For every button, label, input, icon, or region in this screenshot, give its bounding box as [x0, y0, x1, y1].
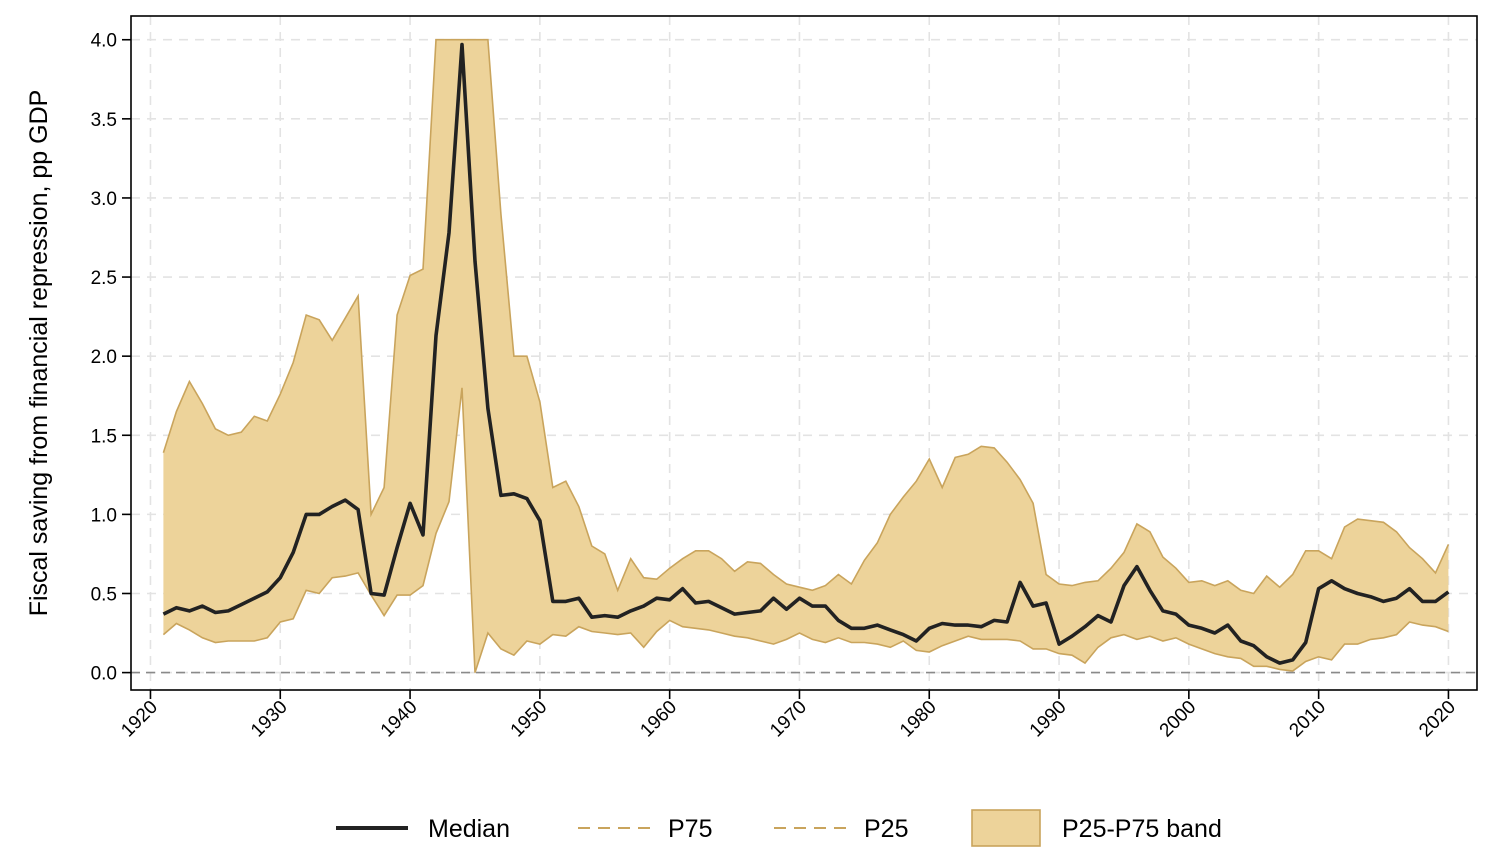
y-tick-label: 3.0 — [91, 189, 117, 210]
y-axis: 0.0 0.5 1.0 1.5 2.0 2.5 3.0 3.5 4.0 — [91, 31, 131, 685]
x-tick-label: 2000 — [1156, 697, 1201, 742]
x-tick-label: 1950 — [507, 697, 552, 742]
x-tick-label: 1940 — [377, 697, 422, 742]
legend-p75-label: P75 — [668, 815, 712, 843]
p75-line — [162, 38, 1450, 595]
legend-band-swatch — [971, 809, 1041, 847]
p25-p75-band-area — [163, 39, 1449, 673]
median-line — [162, 42, 1450, 665]
x-tick-label: 1970 — [766, 697, 811, 742]
legend-p25-label: P25 — [864, 815, 908, 843]
y-axis-title: Fiscal saving from financial repression,… — [25, 90, 53, 617]
y-tick-label: 4.0 — [91, 31, 117, 52]
plot-frame — [130, 15, 1478, 691]
x-tick-label: 1990 — [1026, 697, 1071, 742]
x-axis: 1920 1930 1940 1950 1960 1970 1980 1990 2000 2010… — [117, 690, 1460, 741]
legend-band-label: P25-P75 band — [1062, 815, 1222, 843]
y-tick-label: 3.5 — [91, 110, 117, 131]
x-tick-label: 1920 — [117, 697, 162, 742]
y-tick-label: 0.5 — [91, 584, 117, 605]
y-tick-label: 0.0 — [91, 664, 117, 685]
y-tick-label: 1.0 — [91, 505, 117, 526]
x-tick-label: 1960 — [636, 697, 681, 742]
x-tick-label: 2020 — [1415, 697, 1460, 742]
x-tick-label: 1930 — [247, 697, 292, 742]
p25-line — [162, 387, 1449, 673]
y-tick-label: 1.5 — [91, 426, 117, 447]
x-tick-label: 2010 — [1285, 697, 1330, 742]
legend-median-label: Median — [428, 815, 510, 843]
x-tick-label: 1980 — [896, 697, 941, 742]
y-tick-label: 2.5 — [91, 268, 117, 289]
y-tick-label: 2.0 — [91, 347, 117, 368]
legend: Median P75 P25 P25-P75 band — [336, 809, 1222, 847]
